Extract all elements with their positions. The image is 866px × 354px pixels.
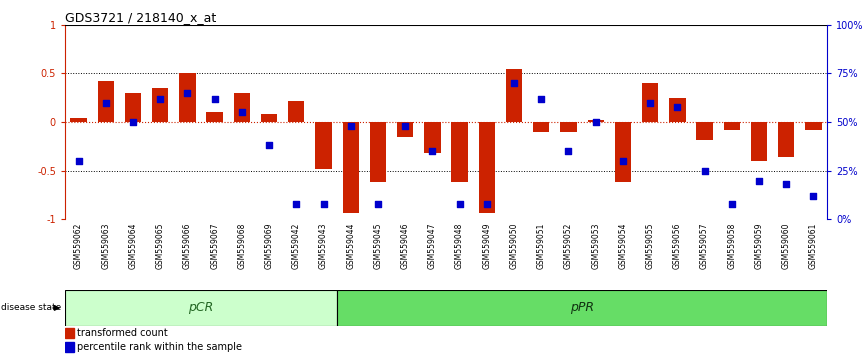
Bar [65, 342, 74, 352]
Point [262, 143, 276, 148]
Bar [751, 122, 767, 161]
Bar [397, 122, 413, 137]
Bar [506, 69, 522, 122]
Bar [370, 122, 386, 183]
Point [398, 123, 412, 129]
Bar [261, 114, 277, 122]
Point [534, 96, 548, 102]
Text: transformed count: transformed count [77, 328, 168, 338]
Point [72, 158, 86, 164]
Bar [533, 122, 549, 132]
Point [126, 119, 140, 125]
Point [589, 119, 603, 125]
Point [643, 100, 657, 105]
Text: disease state: disease state [1, 303, 61, 313]
Point [208, 96, 222, 102]
Point [453, 201, 467, 207]
Point [507, 80, 521, 86]
Point [153, 96, 167, 102]
Text: GDS3721 / 218140_x_at: GDS3721 / 218140_x_at [65, 11, 216, 24]
Bar [288, 101, 305, 122]
Point [235, 110, 249, 115]
Bar [451, 122, 468, 183]
Point [670, 104, 684, 109]
Point [425, 149, 439, 154]
Bar [337, 290, 827, 326]
Bar [315, 122, 332, 169]
Bar [98, 81, 114, 122]
Bar [724, 122, 740, 130]
Point [725, 201, 739, 207]
Point [289, 201, 303, 207]
Point [561, 149, 575, 154]
Point [480, 201, 494, 207]
Bar [179, 73, 196, 122]
Bar [642, 83, 658, 122]
Bar [696, 122, 713, 139]
Point [806, 193, 820, 199]
Bar [479, 122, 495, 213]
Bar [65, 290, 337, 326]
Bar [206, 113, 223, 122]
Bar [805, 122, 822, 130]
Bar [615, 122, 631, 183]
Point [616, 158, 630, 164]
Point [779, 182, 793, 187]
Bar [343, 122, 359, 213]
Bar [587, 120, 604, 122]
Bar [560, 122, 577, 132]
Text: percentile rank within the sample: percentile rank within the sample [77, 342, 242, 352]
Point [317, 201, 331, 207]
Bar [424, 122, 441, 153]
Bar [234, 93, 250, 122]
Point [698, 168, 712, 174]
Point [99, 100, 113, 105]
Point [752, 178, 766, 183]
Point [180, 90, 194, 96]
Bar [152, 88, 168, 122]
Text: pPR: pPR [570, 302, 594, 314]
Bar [65, 328, 74, 338]
Point [344, 123, 358, 129]
Point [371, 201, 385, 207]
Bar [70, 118, 87, 122]
Bar [669, 98, 686, 122]
Text: pCR: pCR [189, 302, 214, 314]
Bar [778, 122, 794, 157]
Bar [125, 93, 141, 122]
